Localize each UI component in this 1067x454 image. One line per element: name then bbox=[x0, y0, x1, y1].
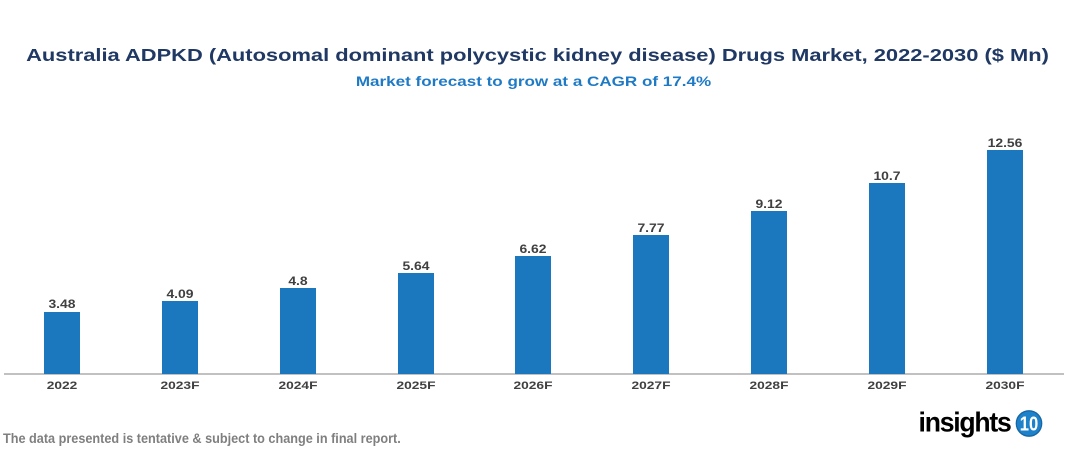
svg-text:insights: insights bbox=[919, 408, 1012, 437]
svg-text:10: 10 bbox=[1020, 414, 1039, 436]
